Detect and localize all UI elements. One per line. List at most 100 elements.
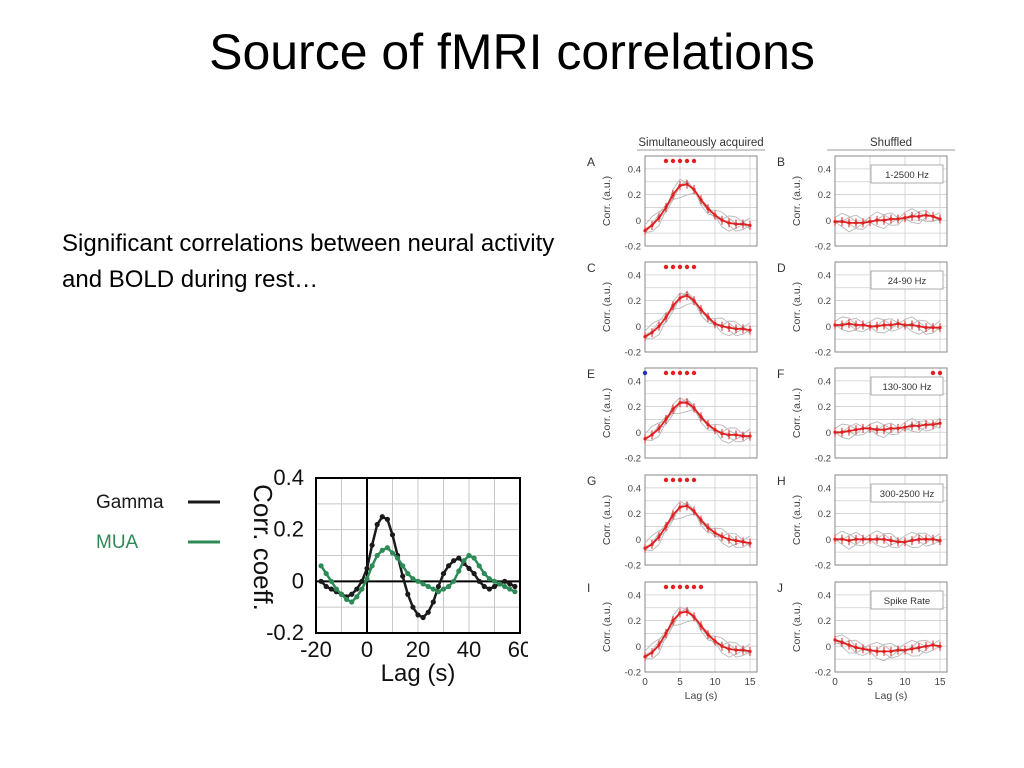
mean-point xyxy=(889,323,893,327)
panel-letter: I xyxy=(587,581,590,595)
mean-point xyxy=(720,535,724,539)
mean-point xyxy=(685,504,689,508)
mean-point xyxy=(664,205,668,210)
x-tick-label: 0 xyxy=(832,677,838,688)
significance-dot xyxy=(691,477,697,483)
y-axis-label: Corr. (a.u.) xyxy=(791,602,803,652)
data-point-gamma xyxy=(420,614,426,621)
mean-point xyxy=(706,633,710,637)
data-point-mua xyxy=(405,570,411,577)
significance-dot xyxy=(677,370,683,376)
mean-point xyxy=(840,640,844,645)
mean-point xyxy=(917,645,921,650)
y-tick-label: -0.2 xyxy=(815,668,831,679)
mean-point xyxy=(868,219,872,224)
mean-point xyxy=(903,216,907,220)
data-point-gamma xyxy=(486,586,492,592)
y-tick-label: -0.2 xyxy=(625,668,641,679)
y-tick-label: 0.2 xyxy=(818,402,831,413)
data-point-gamma xyxy=(328,586,334,592)
band-label: 300-2500 Hz xyxy=(880,489,935,500)
panel-e: E 0.4 0.2 0 -0.2 Corr. (a.u.) xyxy=(587,367,758,465)
mean-point xyxy=(664,315,668,319)
mean-point xyxy=(910,424,914,428)
y-axis-label: Corr. (a.u.) xyxy=(791,282,803,332)
mean-point xyxy=(713,639,717,643)
data-point-mua xyxy=(471,555,477,561)
legend-label: Gamma xyxy=(96,492,164,513)
data-point-mua xyxy=(333,586,339,592)
mean-point xyxy=(847,322,851,326)
x-tick-label: 60 xyxy=(508,637,528,662)
mean-point xyxy=(650,331,654,335)
mean-trace xyxy=(835,214,941,224)
data-point-mua xyxy=(512,589,518,595)
individual-trace xyxy=(834,638,941,662)
mean-point xyxy=(678,611,682,615)
data-point-mua xyxy=(446,583,452,590)
y-tick-label: 0.4 xyxy=(628,164,641,175)
y-tick-label: 0 xyxy=(292,568,304,593)
band-label: 1-2500 Hz xyxy=(885,170,929,181)
mean-point xyxy=(875,324,879,328)
y-axis-label: Corr. (a.u.) xyxy=(791,388,803,438)
mean-point xyxy=(643,546,647,550)
data-point-gamma xyxy=(491,583,498,590)
gamma-mua-correlation-chart: 0.4 0.2 0 -0.2-20 0 20 40 60 Lag (s) Corr. coeff.… xyxy=(96,468,528,687)
x-axis-label: Lag (s) xyxy=(685,690,718,702)
data-point-mua xyxy=(364,576,370,582)
y-tick-label: 0 xyxy=(826,535,831,546)
y-tick-label: 0 xyxy=(636,216,641,227)
y-tick-label: 0.2 xyxy=(818,616,831,627)
y-tick-label: 0.2 xyxy=(818,190,831,201)
band-label: 130-300 Hz xyxy=(882,382,931,393)
data-point-mua xyxy=(400,563,406,569)
y-axis-label: Corr. (a.u.) xyxy=(791,176,803,226)
mean-point xyxy=(840,537,844,541)
data-point-gamma xyxy=(476,578,482,584)
mean-point xyxy=(847,538,851,543)
individual-trace xyxy=(834,208,941,224)
mean-point xyxy=(931,537,935,541)
x-tick-label: 0 xyxy=(361,637,373,662)
data-point-mua xyxy=(359,586,365,592)
mean-point xyxy=(643,437,647,441)
data-point-mua xyxy=(502,583,508,590)
mean-point xyxy=(896,426,900,431)
mean-point xyxy=(706,315,710,319)
mean-point xyxy=(924,213,928,217)
mean-point xyxy=(938,217,942,221)
y-tick-label: 0 xyxy=(826,322,831,333)
mean-point xyxy=(720,431,724,436)
data-point-mua xyxy=(420,581,426,587)
mean-trace xyxy=(644,504,751,550)
mean-point xyxy=(692,615,696,619)
mean-point xyxy=(671,304,675,308)
mean-point xyxy=(868,426,872,431)
mean-point xyxy=(910,647,914,651)
mean-point xyxy=(699,518,703,522)
mean-point xyxy=(685,293,689,298)
individual-trace xyxy=(834,213,941,230)
mean-point xyxy=(741,648,745,652)
panel-frame xyxy=(834,474,948,566)
panel-letter: F xyxy=(777,367,784,381)
significance-dot xyxy=(684,477,690,483)
data-point-mua xyxy=(486,576,492,582)
significance-dot xyxy=(663,158,669,164)
mean-trace xyxy=(644,401,750,440)
individual-trace xyxy=(644,501,751,552)
panel-c: C 0.4 0.2 0 -0.2 Corr. (a.u.) xyxy=(587,261,758,359)
y-axis-label: Corr. (a.u.) xyxy=(601,176,613,226)
mean-point xyxy=(896,217,900,221)
data-point-mua xyxy=(384,545,390,551)
y-tick-label: 0.2 xyxy=(628,296,641,307)
mean-point xyxy=(727,221,731,225)
mean-point xyxy=(706,526,710,530)
panel-d: D 24-90 Hz 0.4 0.2 0 -0.2 Corr. (a.u.) xyxy=(777,261,948,359)
mean-point xyxy=(868,648,872,652)
significance-dot xyxy=(670,370,676,376)
significance-dot xyxy=(663,477,669,483)
